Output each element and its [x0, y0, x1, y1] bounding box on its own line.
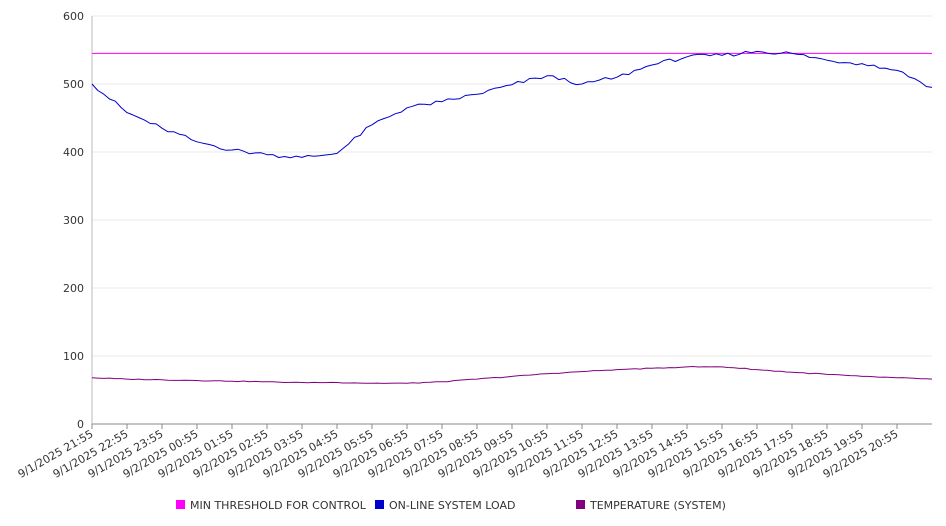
series-line-2	[91, 50, 933, 159]
y-tick-label: 300	[63, 214, 84, 227]
series-lines	[91, 50, 933, 384]
y-tick-label: 600	[63, 10, 84, 23]
legend-swatch	[375, 500, 384, 509]
legend-label: MIN THRESHOLD FOR CONTROL	[190, 499, 367, 512]
y-tick-label: 200	[63, 282, 84, 295]
y-tick-label: 400	[63, 146, 84, 159]
x-tick-labels: 9/1/2025 21:559/1/2025 22:559/1/2025 23:…	[16, 427, 901, 481]
legend-label: ON-LINE SYSTEM LOAD	[389, 499, 515, 512]
series-line-3	[91, 366, 933, 384]
y-tick-label: 500	[63, 78, 84, 91]
axes	[91, 16, 932, 429]
legend-swatch	[576, 500, 585, 509]
y-tick-label: 0	[77, 418, 84, 431]
legend-label: TEMPERATURE (SYSTEM)	[589, 499, 726, 512]
legend: MIN THRESHOLD FOR CONTROL ON-LINE SYSTEM …	[176, 499, 726, 512]
grid-lines	[92, 15, 932, 357]
legend-swatch	[176, 500, 185, 509]
y-tick-labels: 0 100 200 300 400 500 600	[63, 10, 84, 431]
y-tick-label: 100	[63, 350, 84, 363]
